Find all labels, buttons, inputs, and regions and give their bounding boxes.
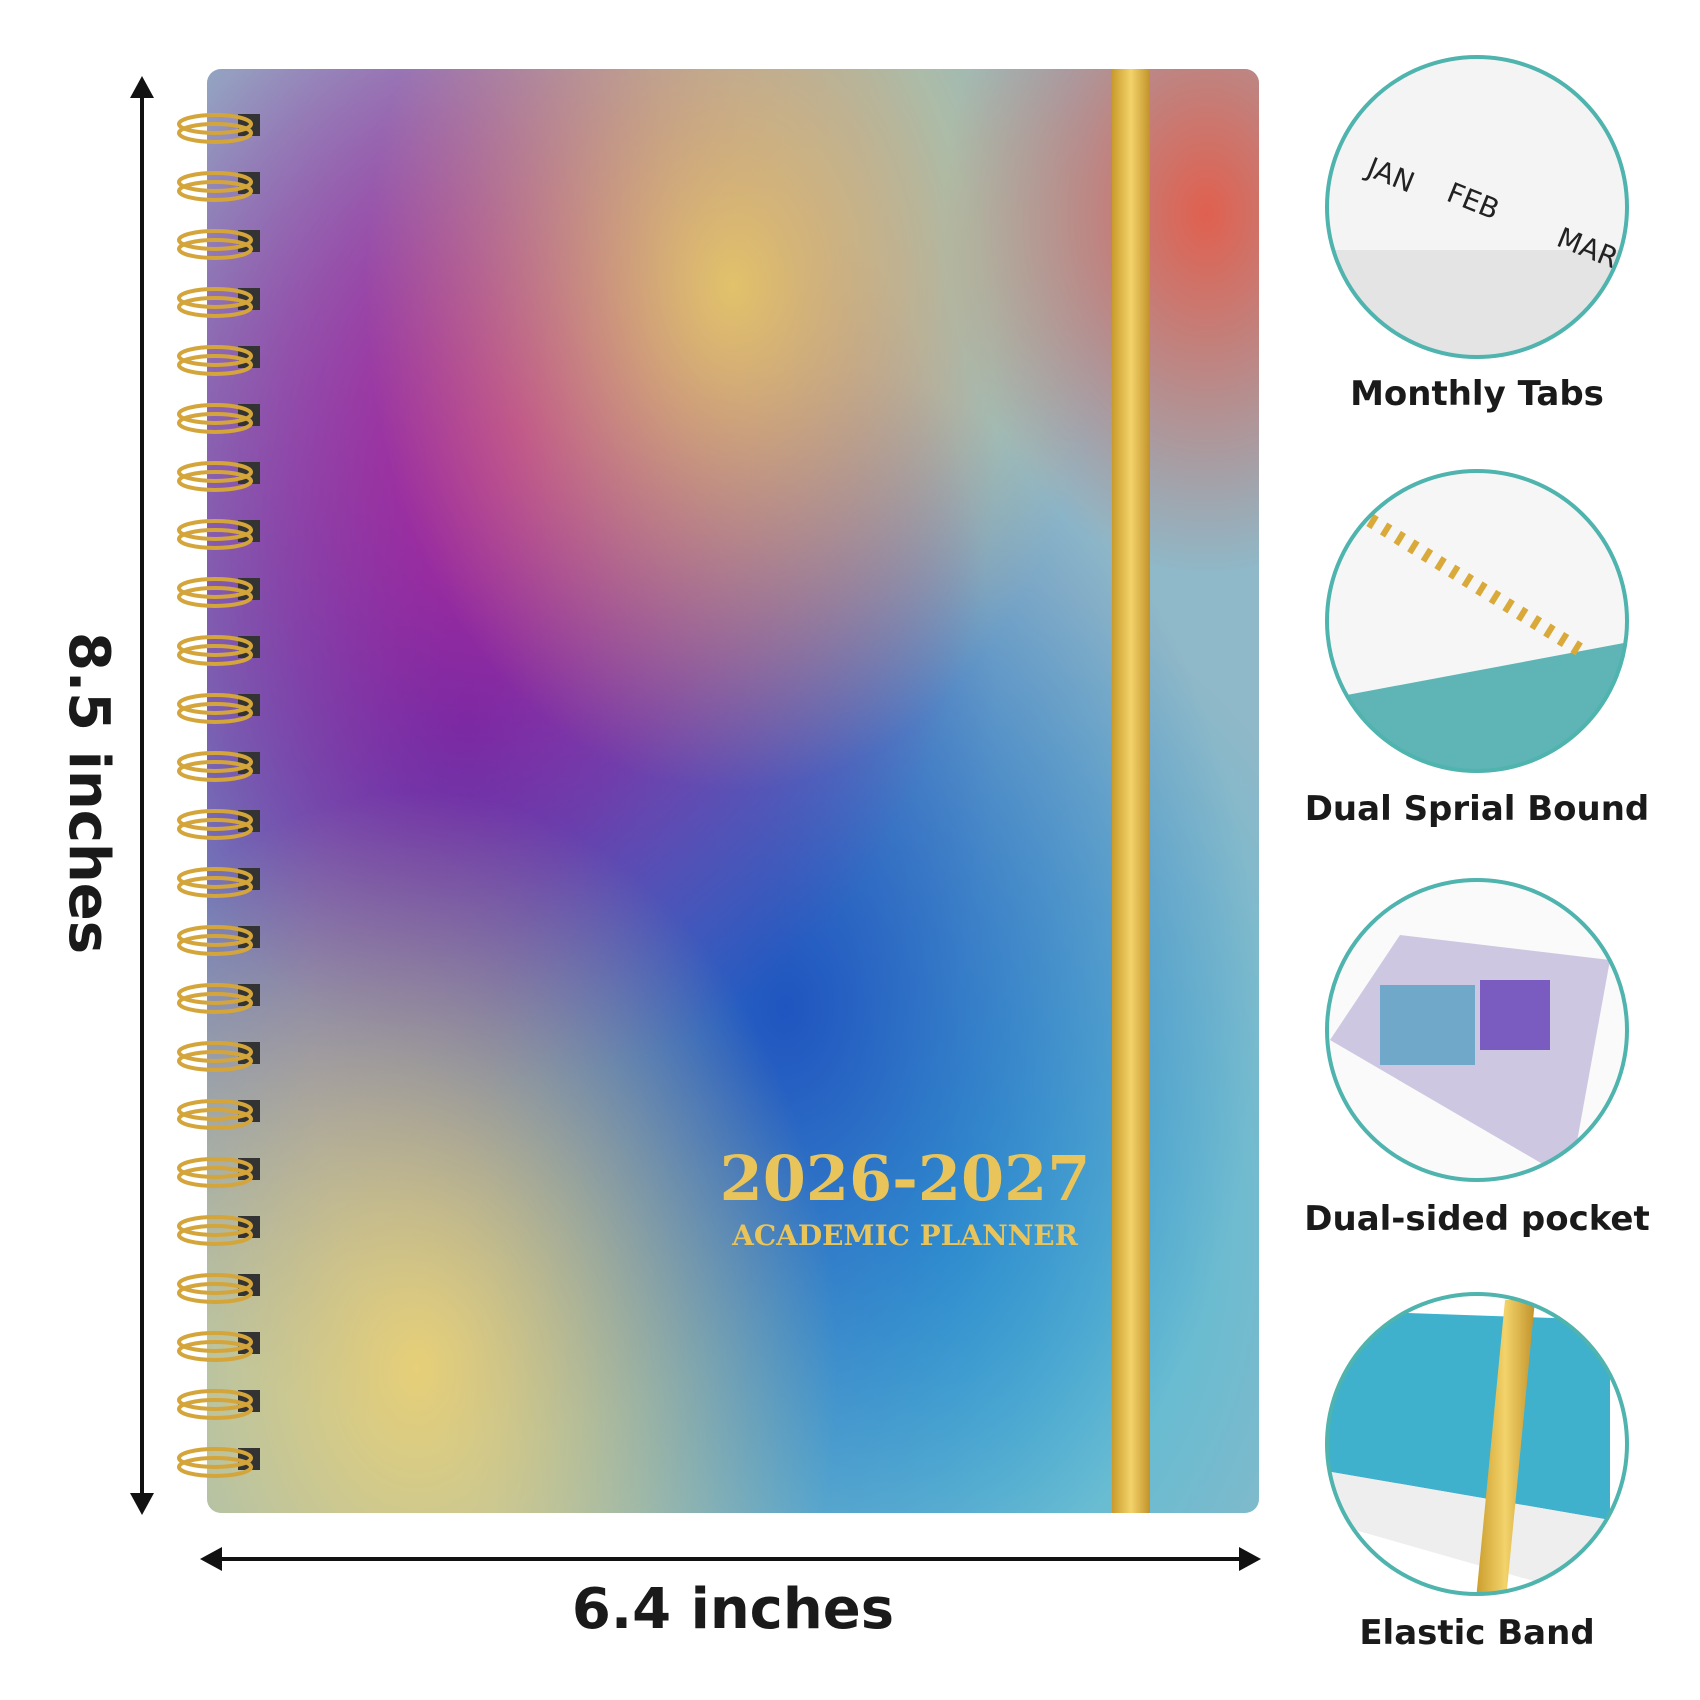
feature-label: Dual-sided pocket — [1304, 1199, 1649, 1239]
spiral-ring — [177, 229, 253, 251]
spiral-ring — [177, 992, 253, 1014]
spiral-ring — [177, 354, 253, 376]
height-label: 8.5 inches — [56, 632, 121, 954]
spiral-ring — [177, 122, 253, 144]
spiral-ring — [177, 577, 253, 599]
spiral-ring — [177, 693, 253, 715]
spiral-ring — [177, 1041, 253, 1063]
feature-monthly-tabs: JAN FEB MAR Monthly Tabs — [1325, 55, 1629, 414]
spiral-ring — [177, 1273, 253, 1295]
spiral-ring — [177, 1456, 253, 1478]
spiral-ring — [177, 760, 253, 782]
spiral-ring — [177, 403, 253, 425]
spiral-ring — [177, 519, 253, 541]
spiral-binding — [177, 113, 260, 1478]
spiral-ring — [177, 1224, 253, 1246]
spiral-ring — [177, 925, 253, 947]
spiral-ring — [177, 1215, 253, 1237]
spiral-ring — [177, 1389, 253, 1411]
width-arrow — [200, 1547, 1261, 1571]
spiral-ring — [177, 934, 253, 956]
spiral-ring — [177, 528, 253, 550]
cover-subtitle: ACADEMIC PLANNER — [731, 1219, 1078, 1252]
spiral-ring — [177, 876, 253, 898]
spiral-ring — [177, 751, 253, 773]
spiral-ring — [177, 1331, 253, 1353]
spiral-ring — [177, 809, 253, 831]
spiral-ring — [177, 1157, 253, 1179]
spiral-ring — [177, 1099, 253, 1121]
spiral-ring — [177, 867, 253, 889]
spiral-ring — [177, 1282, 253, 1304]
spiral-ring — [177, 818, 253, 840]
feature-pocket: Dual-sided pocket — [1304, 878, 1650, 1239]
height-arrow — [130, 76, 154, 1515]
spiral-ring — [177, 1398, 253, 1420]
spiral-ring — [177, 644, 253, 666]
spiral-ring — [177, 412, 253, 434]
spiral-ring — [177, 287, 253, 309]
spiral-ring — [177, 296, 253, 318]
cover-years: 2026-2027 — [720, 1142, 1091, 1215]
spiral-ring — [177, 1340, 253, 1362]
elastic-band — [1112, 69, 1150, 1513]
spiral-ring — [177, 238, 253, 260]
spiral-ring — [177, 1050, 253, 1072]
spiral-ring — [177, 1108, 253, 1130]
spiral-ring — [177, 635, 253, 657]
spiral-ring — [177, 345, 253, 367]
spiral-ring — [177, 702, 253, 724]
spiral-ring — [177, 461, 253, 483]
feature-label: Dual Sprial Bound — [1305, 789, 1650, 829]
spiral-ring — [177, 586, 253, 608]
feature-spiral: Dual Sprial Bound — [1305, 469, 1650, 829]
spiral-ring — [177, 983, 253, 1005]
spiral-ring — [177, 1166, 253, 1188]
width-label: 6.4 inches — [572, 1577, 894, 1642]
feature-label: Elastic Band — [1359, 1613, 1594, 1653]
feature-label: Monthly Tabs — [1350, 374, 1604, 414]
spiral-ring — [177, 1447, 253, 1469]
spiral-ring — [177, 470, 253, 492]
feature-elastic: Elastic Band — [1325, 1292, 1629, 1653]
planner-cover: 2026-2027 ACADEMIC PLANNER — [207, 69, 1259, 1513]
spiral-ring — [177, 180, 253, 202]
spiral-ring — [177, 113, 253, 135]
spiral-ring — [177, 171, 253, 193]
